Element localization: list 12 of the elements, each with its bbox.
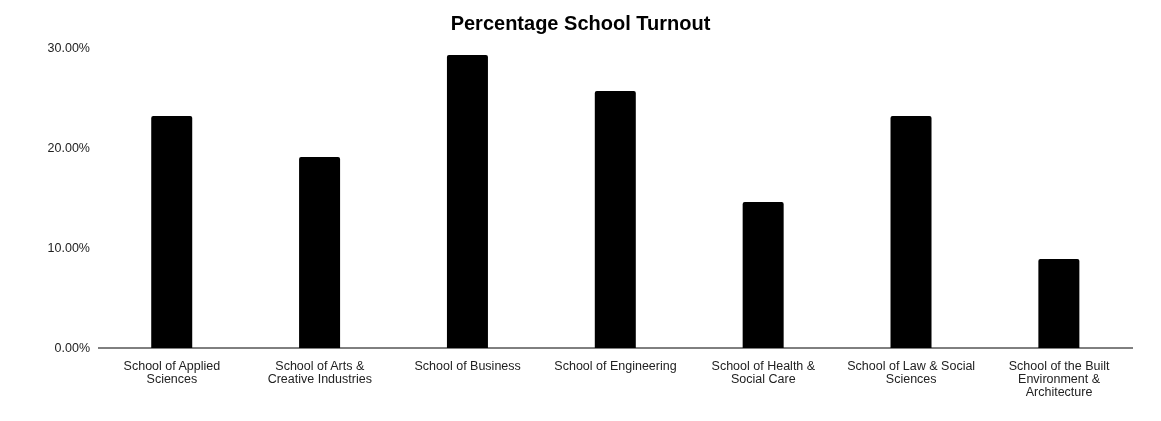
y-tick-label: 0.00% [54,341,90,356]
x-tick-label: School of Applied Sciences [123,359,221,386]
x-tick-label: School of Arts & Creative Industries [267,359,372,386]
x-tick-label: School of the Built Environment & Architecture [1008,359,1110,399]
x-tick-label: School of Business [414,359,521,373]
y-tick-label: 30.00% [47,41,90,56]
y-tick-label: 10.00% [47,241,90,256]
x-tick-label: School of Health & Social Care [711,359,816,386]
x-tick-label: School of Law & Social Sciences [847,359,976,386]
y-tick-label: 20.00% [47,141,90,156]
chart-title: Percentage School Turnout [449,11,712,36]
x-tick-label: School of Engineering [554,359,677,373]
